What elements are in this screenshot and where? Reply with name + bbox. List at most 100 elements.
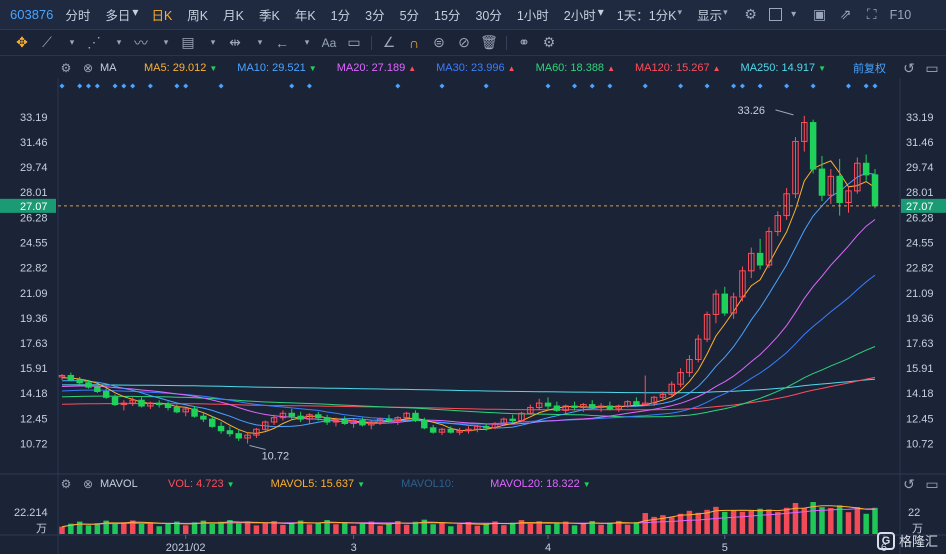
candle[interactable] (641, 402, 649, 406)
volume-bar[interactable] (863, 513, 869, 534)
candle[interactable] (527, 406, 534, 414)
candle[interactable] (182, 408, 189, 413)
event-marker-icon[interactable] (483, 83, 489, 89)
text-tool-icon[interactable]: Aa (321, 35, 337, 50)
gear-icon[interactable]: ⚙ (60, 477, 72, 491)
event-marker-icon[interactable] (112, 83, 118, 89)
candle[interactable] (827, 175, 835, 196)
candle[interactable] (553, 405, 561, 411)
chevron-down-icon[interactable]: ▾ (69, 37, 75, 47)
volume-bar[interactable] (819, 507, 825, 534)
volume-bar[interactable] (677, 513, 684, 534)
event-marker-icon[interactable] (731, 83, 737, 89)
candle[interactable] (588, 404, 596, 408)
candle[interactable] (544, 402, 552, 407)
volume-bar[interactable] (607, 522, 613, 534)
candle[interactable] (191, 408, 198, 417)
event-marker-icon[interactable] (121, 83, 127, 89)
volume-bar[interactable] (474, 525, 481, 534)
event-marker-icon[interactable] (289, 83, 295, 89)
candle[interactable] (155, 402, 163, 406)
magnet-icon[interactable]: ∩ (408, 34, 420, 51)
candle[interactable] (262, 421, 269, 430)
candle[interactable] (438, 428, 446, 433)
volume-bar[interactable] (810, 502, 816, 534)
volume-bar[interactable] (395, 521, 401, 534)
volume-bar[interactable] (792, 503, 799, 534)
event-marker-icon[interactable] (77, 83, 83, 89)
volume-bar[interactable] (191, 522, 198, 534)
volume-bar[interactable] (218, 521, 224, 534)
volume-bar[interactable] (730, 510, 737, 534)
volume-bar[interactable] (739, 511, 746, 534)
link-icon[interactable]: ⚭ (518, 34, 530, 50)
kline-chart[interactable]: 27.07 27.07 33.26 10.72 33.19 33.19 31.46 31.4… (0, 78, 946, 554)
volume-bar[interactable] (315, 522, 322, 534)
event-marker-icon[interactable] (306, 83, 312, 89)
volume-bar[interactable] (235, 523, 242, 534)
volume-bar[interactable] (509, 522, 516, 534)
volume-bar[interactable] (94, 523, 101, 534)
volume-bar[interactable] (68, 523, 74, 534)
fib-tool-icon[interactable]: ▤ (181, 34, 195, 50)
volume-bar[interactable] (854, 507, 861, 534)
volume-bars[interactable] (59, 502, 878, 534)
candle[interactable] (394, 417, 402, 422)
candle[interactable] (279, 412, 287, 419)
candle[interactable] (756, 252, 764, 266)
candle[interactable] (792, 140, 799, 195)
candle[interactable] (164, 404, 172, 408)
candle[interactable] (332, 420, 340, 423)
crosshair-icon[interactable]: ✥ (16, 34, 28, 50)
event-marker-icon[interactable] (395, 83, 401, 89)
event-marker-icon[interactable] (218, 83, 224, 89)
candle[interactable] (845, 190, 852, 203)
candle[interactable] (297, 415, 304, 420)
volume-bar[interactable] (297, 520, 304, 534)
volume-bar[interactable] (580, 523, 587, 534)
arrow-tool-icon[interactable]: ← (275, 34, 289, 51)
volume-bar[interactable] (748, 510, 755, 534)
candle[interactable] (429, 427, 437, 433)
volume-bar[interactable] (801, 508, 808, 534)
candle[interactable] (129, 399, 136, 404)
candle[interactable] (615, 405, 622, 410)
candle[interactable] (491, 422, 499, 429)
volume-bar[interactable] (615, 520, 622, 534)
volume-bar[interactable] (377, 525, 383, 534)
volume-bar[interactable] (518, 520, 525, 534)
chevron-down-icon[interactable]: ▾ (304, 37, 310, 47)
candle[interactable] (535, 402, 543, 408)
tab-12[interactable]: 1小时 (516, 9, 549, 23)
candle[interactable] (836, 175, 843, 203)
candle[interactable] (288, 412, 296, 417)
volume-bar[interactable] (775, 512, 781, 534)
volume-bar[interactable] (103, 520, 109, 534)
event-marker-icon[interactable] (784, 83, 790, 89)
line-tool-icon[interactable]: ⟋ (42, 34, 52, 50)
event-marker-icon[interactable] (863, 83, 869, 89)
candle[interactable] (650, 396, 658, 404)
candle[interactable] (854, 162, 861, 192)
candle[interactable] (94, 386, 101, 392)
candle[interactable] (173, 406, 181, 413)
candle[interactable] (102, 390, 110, 398)
candle[interactable] (403, 412, 410, 419)
event-marker-icon[interactable] (130, 83, 136, 89)
event-marker-icon[interactable] (589, 83, 595, 89)
candle[interactable] (624, 401, 631, 407)
volume-bar[interactable] (695, 512, 702, 534)
volume-bar[interactable] (342, 522, 348, 534)
undo-icon[interactable]: ↺ (903, 59, 915, 76)
volume-bar[interactable] (589, 521, 595, 534)
event-marker-icon[interactable] (739, 83, 745, 89)
volume-bar[interactable] (412, 521, 419, 534)
chevron-down-icon[interactable]: ▾ (116, 37, 122, 47)
candle[interactable] (235, 433, 242, 439)
candle[interactable] (739, 270, 746, 298)
volume-bar[interactable] (76, 521, 83, 534)
volume-bar[interactable] (828, 508, 834, 534)
volume-bar[interactable] (536, 521, 542, 534)
candle[interactable] (421, 420, 428, 429)
volume-bar[interactable] (501, 525, 507, 534)
